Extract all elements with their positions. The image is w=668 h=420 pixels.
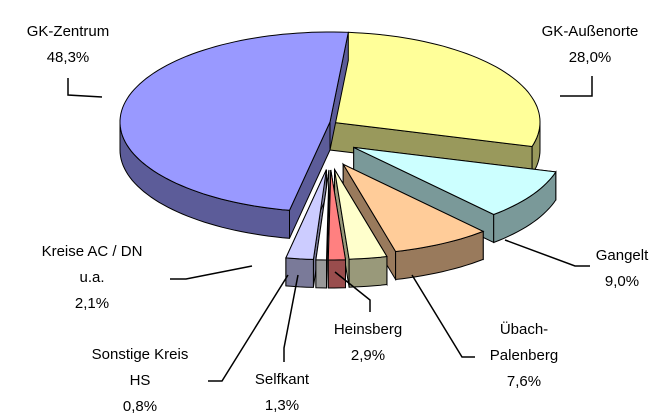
value-label: 7,6%	[507, 373, 541, 390]
slice	[353, 146, 557, 216]
category-label: Gangelt	[596, 247, 649, 264]
slice-side	[285, 257, 314, 288]
slice	[341, 163, 485, 253]
slice	[285, 169, 327, 260]
value-label: 1,3%	[265, 397, 299, 414]
slice	[329, 31, 541, 148]
value-label: 2,9%	[351, 347, 385, 364]
slice	[315, 169, 330, 261]
leader-line	[170, 265, 253, 280]
slice	[334, 169, 388, 260]
category-label: Kreise AC / DN u.a.	[42, 243, 143, 286]
slice	[119, 31, 349, 211]
category-label: Übach-Palenberg	[490, 320, 558, 364]
category-label: GK-Zentrum	[27, 23, 110, 40]
category-label: GK-Außenorte	[542, 23, 639, 40]
slice	[327, 169, 347, 261]
value-label: 28,0%	[569, 49, 612, 66]
leader-line	[67, 78, 103, 98]
leader-line	[208, 274, 289, 382]
value-label: 2,1%	[75, 295, 109, 312]
leader-line	[334, 271, 371, 312]
category-label: Heinsberg	[334, 321, 402, 338]
slice-side	[315, 259, 327, 289]
value-label: 9,0%	[605, 273, 639, 290]
slice-side	[348, 255, 388, 288]
value-label: 48,3%	[47, 49, 90, 66]
leader-line	[411, 274, 475, 358]
leader-line	[560, 76, 593, 97]
leader-line	[504, 239, 590, 267]
category-label: Selfkant	[255, 371, 310, 388]
category-label: Sonstige Kreis HS	[92, 346, 189, 389]
leader-line	[283, 274, 299, 362]
value-label: 0,8%	[123, 398, 157, 415]
